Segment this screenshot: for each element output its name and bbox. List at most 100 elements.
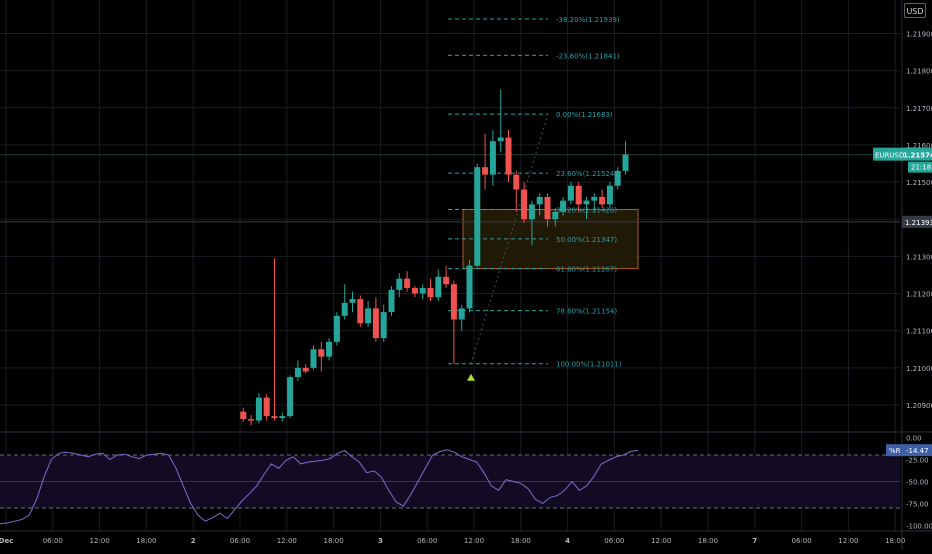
candle-body: [279, 416, 286, 418]
time-axis-label: 06:00: [417, 537, 437, 545]
price-axis-label: 1.21800: [906, 68, 932, 76]
candle-body: [443, 276, 450, 285]
candle-body: [294, 367, 301, 378]
candle-body: [287, 377, 294, 417]
candle-body: [427, 287, 434, 298]
time-axis-label: 12:00: [651, 537, 671, 545]
candle-body: [622, 154, 629, 171]
candle-body: [583, 200, 590, 205]
time-axis-label: 18:00: [511, 537, 531, 545]
candle-body: [396, 278, 403, 290]
price-axis-label: 1.21000: [906, 365, 932, 373]
swing-low-marker: [467, 373, 475, 381]
candle-body: [466, 265, 473, 309]
candle-body: [302, 367, 309, 372]
fib-level-label: 0.00%(1.21683): [556, 111, 613, 119]
price-axis-label: 1.21700: [906, 105, 932, 113]
fib-level-label: 61.80%(1.21267): [556, 266, 617, 274]
candle-body: [318, 349, 325, 357]
price-tag-symbol: EURUSD: [875, 152, 904, 160]
candle-body: [435, 276, 442, 298]
crosshair-tag-value: 1.21393: [905, 219, 932, 227]
wr-tag-name: %R: [889, 447, 901, 455]
candle-body: [255, 397, 262, 421]
price-axis-label: 1.21500: [906, 179, 932, 187]
candle-body: [372, 308, 379, 339]
time-axis-label: 3: [378, 537, 383, 545]
time-axis-label: 18:00: [324, 537, 344, 545]
time-axis-label: 4: [565, 537, 570, 545]
wr-tag-value: -14.47: [906, 447, 929, 455]
price-axis-label: 1.21200: [906, 291, 932, 299]
price-axis-label: 1.21900: [906, 30, 932, 38]
candle-body: [489, 141, 496, 175]
candle-body: [411, 287, 418, 294]
candle-body: [521, 189, 528, 220]
candle-body: [606, 185, 613, 205]
time-axis-label: 12:00: [90, 537, 110, 545]
candle-body: [599, 196, 606, 205]
wr-tag-bg: [886, 444, 932, 457]
candle-body: [536, 196, 543, 205]
candle-body: [560, 200, 567, 212]
price-tag-value: 1.21574: [903, 152, 932, 160]
fib-level-label: 78.60%(1.21154): [556, 308, 617, 316]
countdown-label: 21:18: [911, 164, 931, 172]
countdown-bg: [908, 161, 932, 173]
time-axis-label: Dec: [0, 537, 13, 545]
williams-r-line: [0, 449, 639, 525]
indicator-axis-label: -100.00: [906, 523, 932, 531]
time-axis-label: 12:00: [277, 537, 297, 545]
crosshair-tag-bg: [902, 215, 932, 228]
candle-body: [458, 308, 465, 320]
candle-body: [528, 204, 535, 220]
currency-button[interactable]: USD: [904, 3, 926, 18]
time-axis-label: 12:00: [838, 537, 858, 545]
indicator-axis-label: -50.00: [906, 479, 929, 487]
fib-level-label: -23.60%(1.21841): [556, 52, 620, 60]
candle-body: [380, 312, 387, 339]
fib-level-label: 100.00%(1.21011): [556, 361, 622, 369]
time-axis-label: 12:00: [464, 537, 484, 545]
candle-body: [474, 167, 481, 266]
time-axis-label: 18:00: [698, 537, 718, 545]
candle-body: [349, 299, 356, 303]
candle-body: [575, 185, 582, 205]
time-axis-label: 18:00: [136, 537, 156, 545]
candle-body: [544, 196, 551, 220]
time-axis-label: 06:00: [230, 537, 250, 545]
candle-body: [341, 302, 348, 316]
time-axis-label: 2: [191, 537, 196, 545]
candle-body: [482, 167, 489, 175]
candle-body: [263, 397, 270, 417]
price-axis-label: 1.20900: [906, 402, 932, 410]
fib-level-label: 23.60%(1.21524): [556, 170, 617, 178]
candle-body: [333, 315, 340, 342]
candle-body: [326, 341, 333, 357]
candle-body: [365, 308, 372, 324]
indicator-axis-label: 0.00: [906, 434, 922, 442]
indicator-axis-label: -75.00: [906, 501, 929, 509]
candle-body: [271, 416, 278, 418]
candle-body: [591, 196, 598, 201]
time-axis-label: 18:00: [885, 537, 905, 545]
candle-body: [450, 284, 457, 320]
candle-body: [614, 170, 621, 186]
candle-body: [248, 419, 255, 421]
candle-body: [310, 349, 317, 368]
price-axis-label: 1.21100: [906, 328, 932, 336]
fib-trend-line: [470, 113, 549, 364]
candle-body: [419, 287, 426, 294]
candle-body: [552, 211, 559, 220]
candle-body: [240, 411, 247, 420]
candle-body: [388, 289, 395, 313]
indicator-axis-label: -25.00: [906, 456, 929, 464]
candle-body: [513, 174, 520, 190]
candle-body: [497, 137, 504, 142]
price-axis-label: 1.21300: [906, 253, 932, 261]
time-axis-label: 06:00: [43, 537, 63, 545]
candle-body: [357, 299, 364, 324]
price-axis-label: 1.21600: [906, 142, 932, 150]
